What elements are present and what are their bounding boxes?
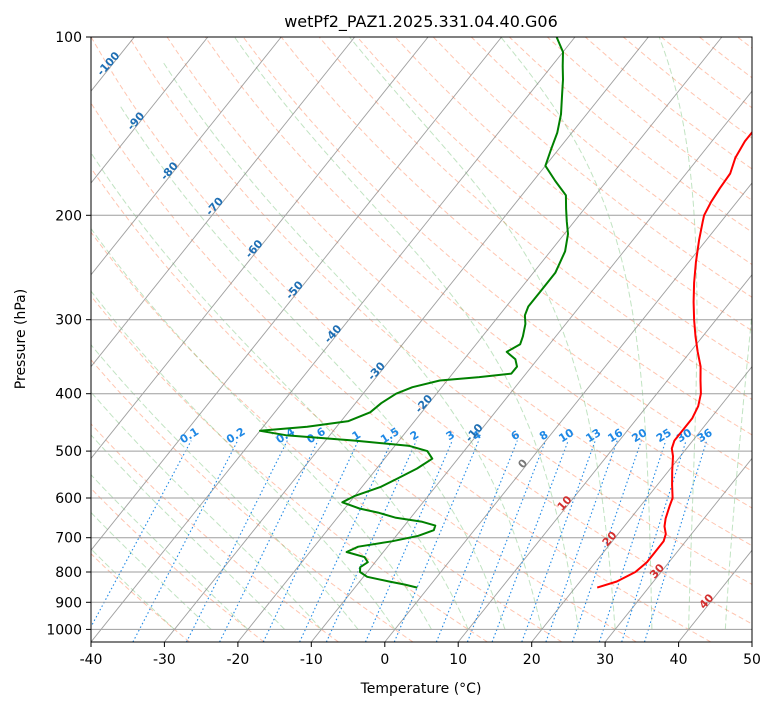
y-axis-ticks: 100 200 300 400 500 600 700 800 900 1000 xyxy=(46,30,91,638)
x-tick-label: 10 xyxy=(449,652,467,668)
x-tick-label: 50 xyxy=(743,652,761,668)
mixing-ratio-line xyxy=(643,440,708,642)
dry-adiabat xyxy=(356,37,752,366)
isotherm xyxy=(604,457,752,642)
plot-frame xyxy=(90,36,753,643)
moist-adiabat xyxy=(500,37,653,630)
moist-adiabat xyxy=(91,511,212,630)
isotherm xyxy=(457,274,752,642)
dry-adiabat xyxy=(318,37,752,401)
mixing-ratio-line xyxy=(325,440,417,642)
y-tick-label: 100 xyxy=(55,30,82,46)
moist-adiabat xyxy=(91,474,249,630)
background-lines xyxy=(91,37,752,642)
isotherm xyxy=(91,37,356,368)
mixing-ratio-line xyxy=(435,440,518,642)
isotherm xyxy=(237,37,723,642)
x-tick-label: 20 xyxy=(523,652,541,668)
moist-adiabat xyxy=(658,37,698,630)
x-tick-label: 30 xyxy=(596,652,614,668)
moist-adiabat xyxy=(91,344,359,630)
isotherm xyxy=(91,37,429,460)
dry-adiabat xyxy=(394,37,752,332)
y-tick-label: 1000 xyxy=(46,622,82,638)
isotherm xyxy=(91,37,502,551)
mixing-ratio-line xyxy=(393,440,480,642)
y-axis-label: Pressure (hPa) xyxy=(13,289,29,389)
mixing-ratio-line xyxy=(364,440,453,642)
mixing-ratio-line xyxy=(299,440,393,642)
mixing-ratio-line xyxy=(466,440,547,642)
mixing-ratio-line xyxy=(621,440,687,642)
isotherm xyxy=(91,37,576,642)
y-tick-label: 700 xyxy=(55,531,82,547)
moist-adiabat xyxy=(162,61,543,630)
dry-adiabat xyxy=(91,167,637,642)
moist-adiabat xyxy=(724,307,752,630)
y-tick-label: 400 xyxy=(55,387,82,403)
isotherm xyxy=(91,37,209,184)
x-tick-label: -30 xyxy=(153,652,176,668)
x-tick-label: 0 xyxy=(380,652,389,668)
x-tick-label: -20 xyxy=(226,652,249,668)
mixing-ratio-line xyxy=(219,440,319,642)
isotherm xyxy=(384,182,752,642)
x-axis-ticks: -40 -30 -20 -10 0 10 20 30 40 50 xyxy=(80,642,761,668)
y-tick-label: 300 xyxy=(55,313,82,329)
moist-adiabat xyxy=(349,37,616,630)
mixing-ratio-line xyxy=(132,440,239,642)
dry-adiabat xyxy=(166,37,752,547)
dewpoint-profile-line xyxy=(259,37,569,589)
dry-adiabat xyxy=(91,423,339,642)
mixing-ratio-line xyxy=(571,440,642,642)
dry-adiabat xyxy=(128,37,752,585)
isotherm xyxy=(91,37,282,276)
x-tick-label: -40 xyxy=(80,652,103,668)
dry-adiabat xyxy=(91,487,265,642)
y-tick-label: 600 xyxy=(55,491,82,507)
dry-adiabat xyxy=(91,37,752,625)
mixing-ratio-line xyxy=(262,440,359,642)
isotherm xyxy=(531,365,752,642)
moist-adiabat xyxy=(91,227,432,630)
dry-adiabat xyxy=(91,295,488,642)
sounding-profiles xyxy=(259,37,752,589)
chart-title: wetPf2_PAZ1.2025.331.04.40.G06 xyxy=(284,12,558,32)
x-axis-label: Temperature (°C) xyxy=(360,681,482,697)
x-tick-label: 40 xyxy=(670,652,688,668)
mixing-ratio-line xyxy=(598,440,667,642)
moist-adiabat xyxy=(91,434,286,630)
temperature-profile-line xyxy=(596,130,752,589)
dry-adiabat xyxy=(242,37,752,472)
y-tick-label: 900 xyxy=(55,595,82,611)
moist-adiabat xyxy=(91,151,469,630)
dry-adiabat xyxy=(204,37,752,509)
moist-adiabat xyxy=(118,104,506,630)
x-tick-label: -10 xyxy=(300,652,323,668)
moist-adiabat xyxy=(234,37,579,630)
moist-adiabat xyxy=(91,391,322,630)
isotherm xyxy=(164,37,649,642)
y-tick-label: 200 xyxy=(55,208,82,224)
mixing-ratio-line xyxy=(186,440,288,642)
y-tick-label: 800 xyxy=(55,565,82,581)
dry-adiabat xyxy=(91,102,712,642)
y-tick-label: 500 xyxy=(55,444,82,460)
dry-adiabat xyxy=(91,553,190,642)
